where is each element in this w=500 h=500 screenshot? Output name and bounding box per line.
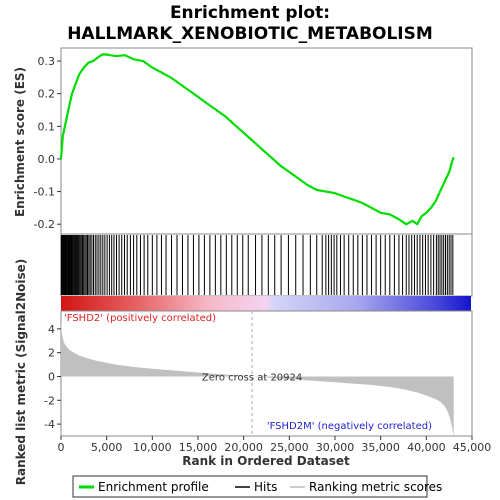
es-tick-label: 0.2 (38, 88, 56, 101)
legend-hits-label: Hits (254, 480, 277, 494)
es-tick-label: 0.0 (38, 153, 56, 166)
chart-title-line2: HALLMARK_XENOBIOTIC_METABOLISM (67, 24, 433, 44)
metric-area (61, 319, 454, 436)
es-panel (60, 47, 473, 235)
x-tick-label: 35,000 (361, 441, 400, 454)
neg-correlated-label: 'FSHD2M' (negatively correlated) (267, 421, 432, 432)
hits-panel (60, 233, 473, 297)
hits-group (60, 235, 454, 295)
x-tick-label: 10,000 (133, 441, 172, 454)
x-tick-label: 20,000 (224, 441, 263, 454)
legend-metric-label: Ranking metric scores (309, 480, 442, 494)
es-tick-label: -0.1 (34, 186, 55, 199)
es-tick-label: 0.1 (38, 120, 56, 133)
metric-tick-label: 4 (48, 323, 55, 336)
x-axis-label: Rank in Ordered Dataset (182, 454, 350, 468)
pos-correlated-label: 'FSHD2' (positively correlated) (64, 313, 216, 324)
x-tick-label: 0 (58, 441, 65, 454)
metric-tick-label: 0 (48, 370, 55, 383)
rank-color-bar (61, 296, 471, 311)
metric-ylabel: Ranked list metric (Signal2Noise) (14, 259, 28, 486)
es-axis: 0.3 0.2 0.1 0.0 -0.1 -0.2 (34, 55, 61, 231)
x-tick-label: 25,000 (270, 441, 309, 454)
x-axis: 0 5,000 10,000 15,000 20,000 25,000 30,000 35,0… (58, 436, 492, 454)
zero-cross-label: Zero cross at 20924 (202, 372, 302, 383)
es-tick-label: -0.2 (34, 218, 55, 231)
metric-tick-label: 2 (48, 347, 55, 360)
x-tick-label: 45,000 (453, 441, 492, 454)
x-tick-label: 40,000 (407, 441, 446, 454)
es-tick-label: 0.3 (38, 55, 56, 68)
x-tick-label: 5,000 (91, 441, 123, 454)
es-line (59, 53, 455, 226)
chart-title-line1: Enrichment plot: (170, 3, 330, 23)
es-ylabel: Enrichment score (ES) (13, 67, 27, 217)
x-tick-label: 30,000 (316, 441, 355, 454)
metric-axis: 4 2 0 -2 -4 (44, 323, 61, 431)
metric-tick-label: -4 (44, 418, 55, 431)
legend-enrichment-label: Enrichment profile (98, 480, 209, 494)
x-tick-label: 15,000 (179, 441, 218, 454)
metric-tick-label: -2 (44, 394, 55, 407)
